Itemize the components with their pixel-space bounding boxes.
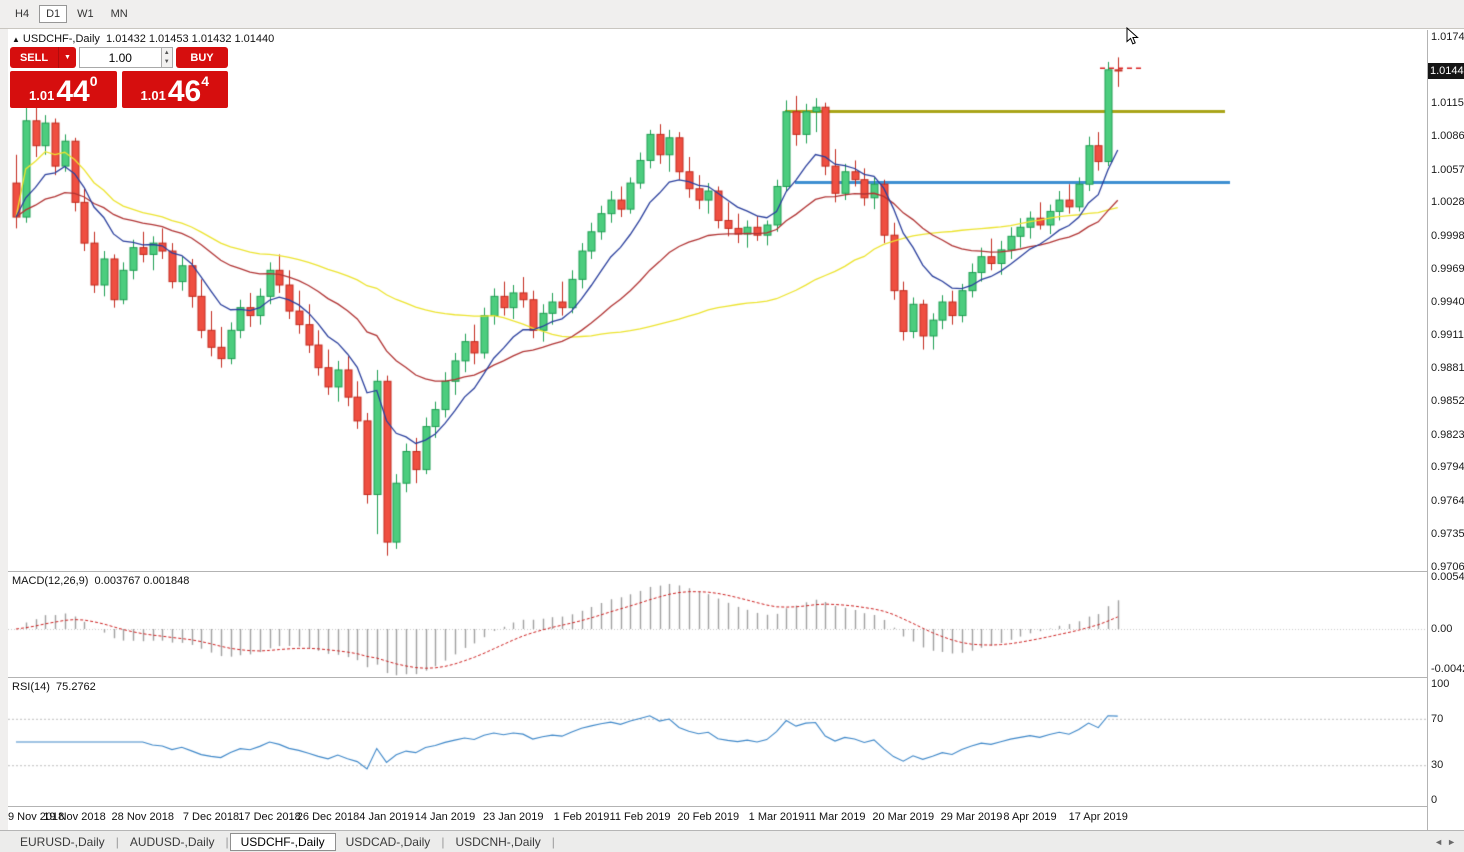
rsi-indicator-canvas[interactable] [8, 678, 1427, 805]
date-label: 9 Nov 2018 [8, 811, 65, 823]
macd-scale-label: 0.00 [1431, 623, 1453, 635]
mouse-cursor [1126, 27, 1139, 45]
price-scale-label: 1.01155 [1431, 97, 1464, 110]
current-price-tag: 1.01440 [1428, 62, 1464, 79]
date-label: 14 Jan 2019 [414, 811, 476, 823]
rsi-scale-label: 30 [1431, 759, 1444, 772]
timeframe-h4-button[interactable]: H4 [15, 8, 30, 20]
rsi-name: RSI(14) [12, 681, 50, 693]
trade-controls-row: SELL ▼ ▲ ▼ BUY [10, 47, 228, 68]
chevron-down-icon: ▼ [64, 54, 71, 61]
volume-step-down-button[interactable]: ▼ [161, 57, 172, 67]
volume-step-up-button[interactable]: ▲ [161, 48, 172, 58]
rsi-scale-label: 0 [1431, 794, 1438, 806]
ask-price-pip-digit: 4 [201, 73, 209, 89]
panel-separator [8, 677, 1427, 678]
tab-usdcnh-daily[interactable]: USDCNH-,Daily [455, 834, 541, 849]
macd-label: MACD(12,26,9) 0.003767 0.001848 [12, 575, 189, 587]
price-scale-label: 0.99695 [1431, 262, 1464, 275]
tab-scroll-controls: ◄ ► [1434, 837, 1456, 847]
macd-values: 0.003767 0.001848 [94, 575, 190, 587]
price-scale-label: 1.00570 [1431, 163, 1464, 176]
date-label: 1 Feb 2019 [553, 811, 610, 823]
ask-price-prefix: 1.01 [140, 88, 166, 103]
date-label: 29 Mar 2019 [940, 811, 1003, 823]
buy-button[interactable]: BUY [176, 47, 228, 68]
tab-scroll-right-button[interactable]: ► [1447, 836, 1456, 847]
buy-price-button[interactable]: 1.01 46 4 [121, 71, 228, 108]
price-scale-label: 1.00865 [1431, 130, 1464, 143]
price-scale-label: 0.98815 [1431, 362, 1464, 375]
price-scale-label: 0.99985 [1431, 229, 1464, 242]
date-label: 17 Apr 2019 [1068, 811, 1128, 823]
tab-eurusd-daily[interactable]: EURUSD-,Daily [20, 834, 105, 849]
macd-scale-label: 0.005439 [1431, 570, 1464, 583]
ask-price-big-digits: 46 [167, 75, 202, 108]
bid-price-big-digits: 44 [56, 75, 90, 108]
rsi-scale-label: 100 [1431, 678, 1450, 690]
tab-usdchf-daily[interactable]: USDCHF-,Daily [229, 832, 336, 851]
date-label: 8 Apr 2019 [1003, 811, 1057, 823]
bid-price-pip-digit: 0 [89, 73, 98, 89]
timeframe-w1-button[interactable]: W1 [77, 8, 94, 20]
date-label: 7 Dec 2018 [182, 811, 240, 823]
tab-separator: | [115, 834, 119, 849]
price-scale-label: 0.98525 [1431, 395, 1464, 408]
symbol-triangle-icon: ▲ [12, 35, 20, 44]
price-scale-label: 1.01740 [1431, 31, 1464, 43]
chart-title: ▲ USDCHF-,Daily 1.01432 1.01453 1.01432 1… [12, 33, 274, 45]
left-margin-strip [0, 29, 8, 830]
bid-price-prefix: 1.01 [29, 88, 55, 103]
chart-ohlc-values: 1.01432 1.01453 1.01432 1.01440 [106, 33, 275, 45]
timeframe-toolbar: H4 D1 W1 MN [0, 0, 1464, 29]
tab-separator: | [551, 834, 555, 849]
date-label: 17 Dec 2018 [238, 811, 301, 823]
macd-scale-label: -0.004217 [1431, 663, 1464, 676]
date-label: 4 Jan 2019 [359, 811, 414, 823]
date-axis: 9 Nov 2018 19 Nov 2018 28 Nov 2018 7 Dec 20… [8, 806, 1427, 830]
chart-tabs-bar: EURUSD-,Daily | AUDUSD-,Daily | USDCHF-,… [0, 830, 1464, 852]
chart-symbol-label: USDCHF-,Daily [22, 33, 100, 45]
tab-scroll-left-button[interactable]: ◄ [1434, 836, 1444, 847]
date-label: 26 Dec 2018 [296, 811, 360, 823]
date-label: 11 Mar 2019 [804, 811, 866, 823]
rsi-scale-label: 70 [1431, 712, 1444, 725]
volume-input[interactable] [79, 47, 162, 68]
price-scale-label: 0.97645 [1431, 494, 1464, 507]
macd-indicator-canvas[interactable] [8, 572, 1427, 676]
date-label: 20 Mar 2019 [872, 811, 935, 823]
timeframe-mn-button[interactable]: MN [110, 8, 128, 20]
tab-separator: | [225, 834, 229, 849]
timeframe-d1-button[interactable]: D1 [39, 5, 68, 23]
trade-prices-row: 1.01 44 0 1.01 46 4 [10, 71, 228, 108]
date-label: 19 Nov 2018 [43, 811, 106, 823]
volume-control: ▲ ▼ [79, 47, 173, 68]
volume-stepper: ▲ ▼ [161, 47, 173, 68]
price-scale-label: 0.97355 [1431, 527, 1464, 540]
price-scale: 1.01440 1.01740 1.01155 1.00865 1.00570 1.00… [1427, 30, 1464, 830]
date-label: 23 Jan 2019 [482, 811, 544, 823]
panel-separator [8, 571, 1427, 572]
tab-usdcad-daily[interactable]: USDCAD-,Daily [345, 834, 431, 849]
sell-button[interactable]: SELL [10, 47, 58, 68]
date-label: 1 Mar 2019 [748, 811, 805, 823]
one-click-trading-panel: SELL ▼ ▲ ▼ BUY 1.01 44 0 1.01 46 4 [10, 47, 228, 108]
date-label: 11 Feb 2019 [609, 811, 671, 823]
date-label: 20 Feb 2019 [677, 811, 740, 823]
date-label: 28 Nov 2018 [111, 811, 174, 823]
macd-name: MACD(12,26,9) [12, 575, 89, 587]
price-chart-canvas[interactable] [8, 30, 1427, 571]
rsi-label: RSI(14) 75.2762 [12, 681, 96, 693]
rsi-value: 75.2762 [56, 681, 96, 693]
tab-separator: | [441, 834, 445, 849]
tab-audusd-daily[interactable]: AUDUSD-,Daily [129, 834, 215, 849]
order-options-dropdown[interactable]: ▼ [58, 47, 76, 68]
sell-price-button[interactable]: 1.01 44 0 [10, 71, 117, 108]
